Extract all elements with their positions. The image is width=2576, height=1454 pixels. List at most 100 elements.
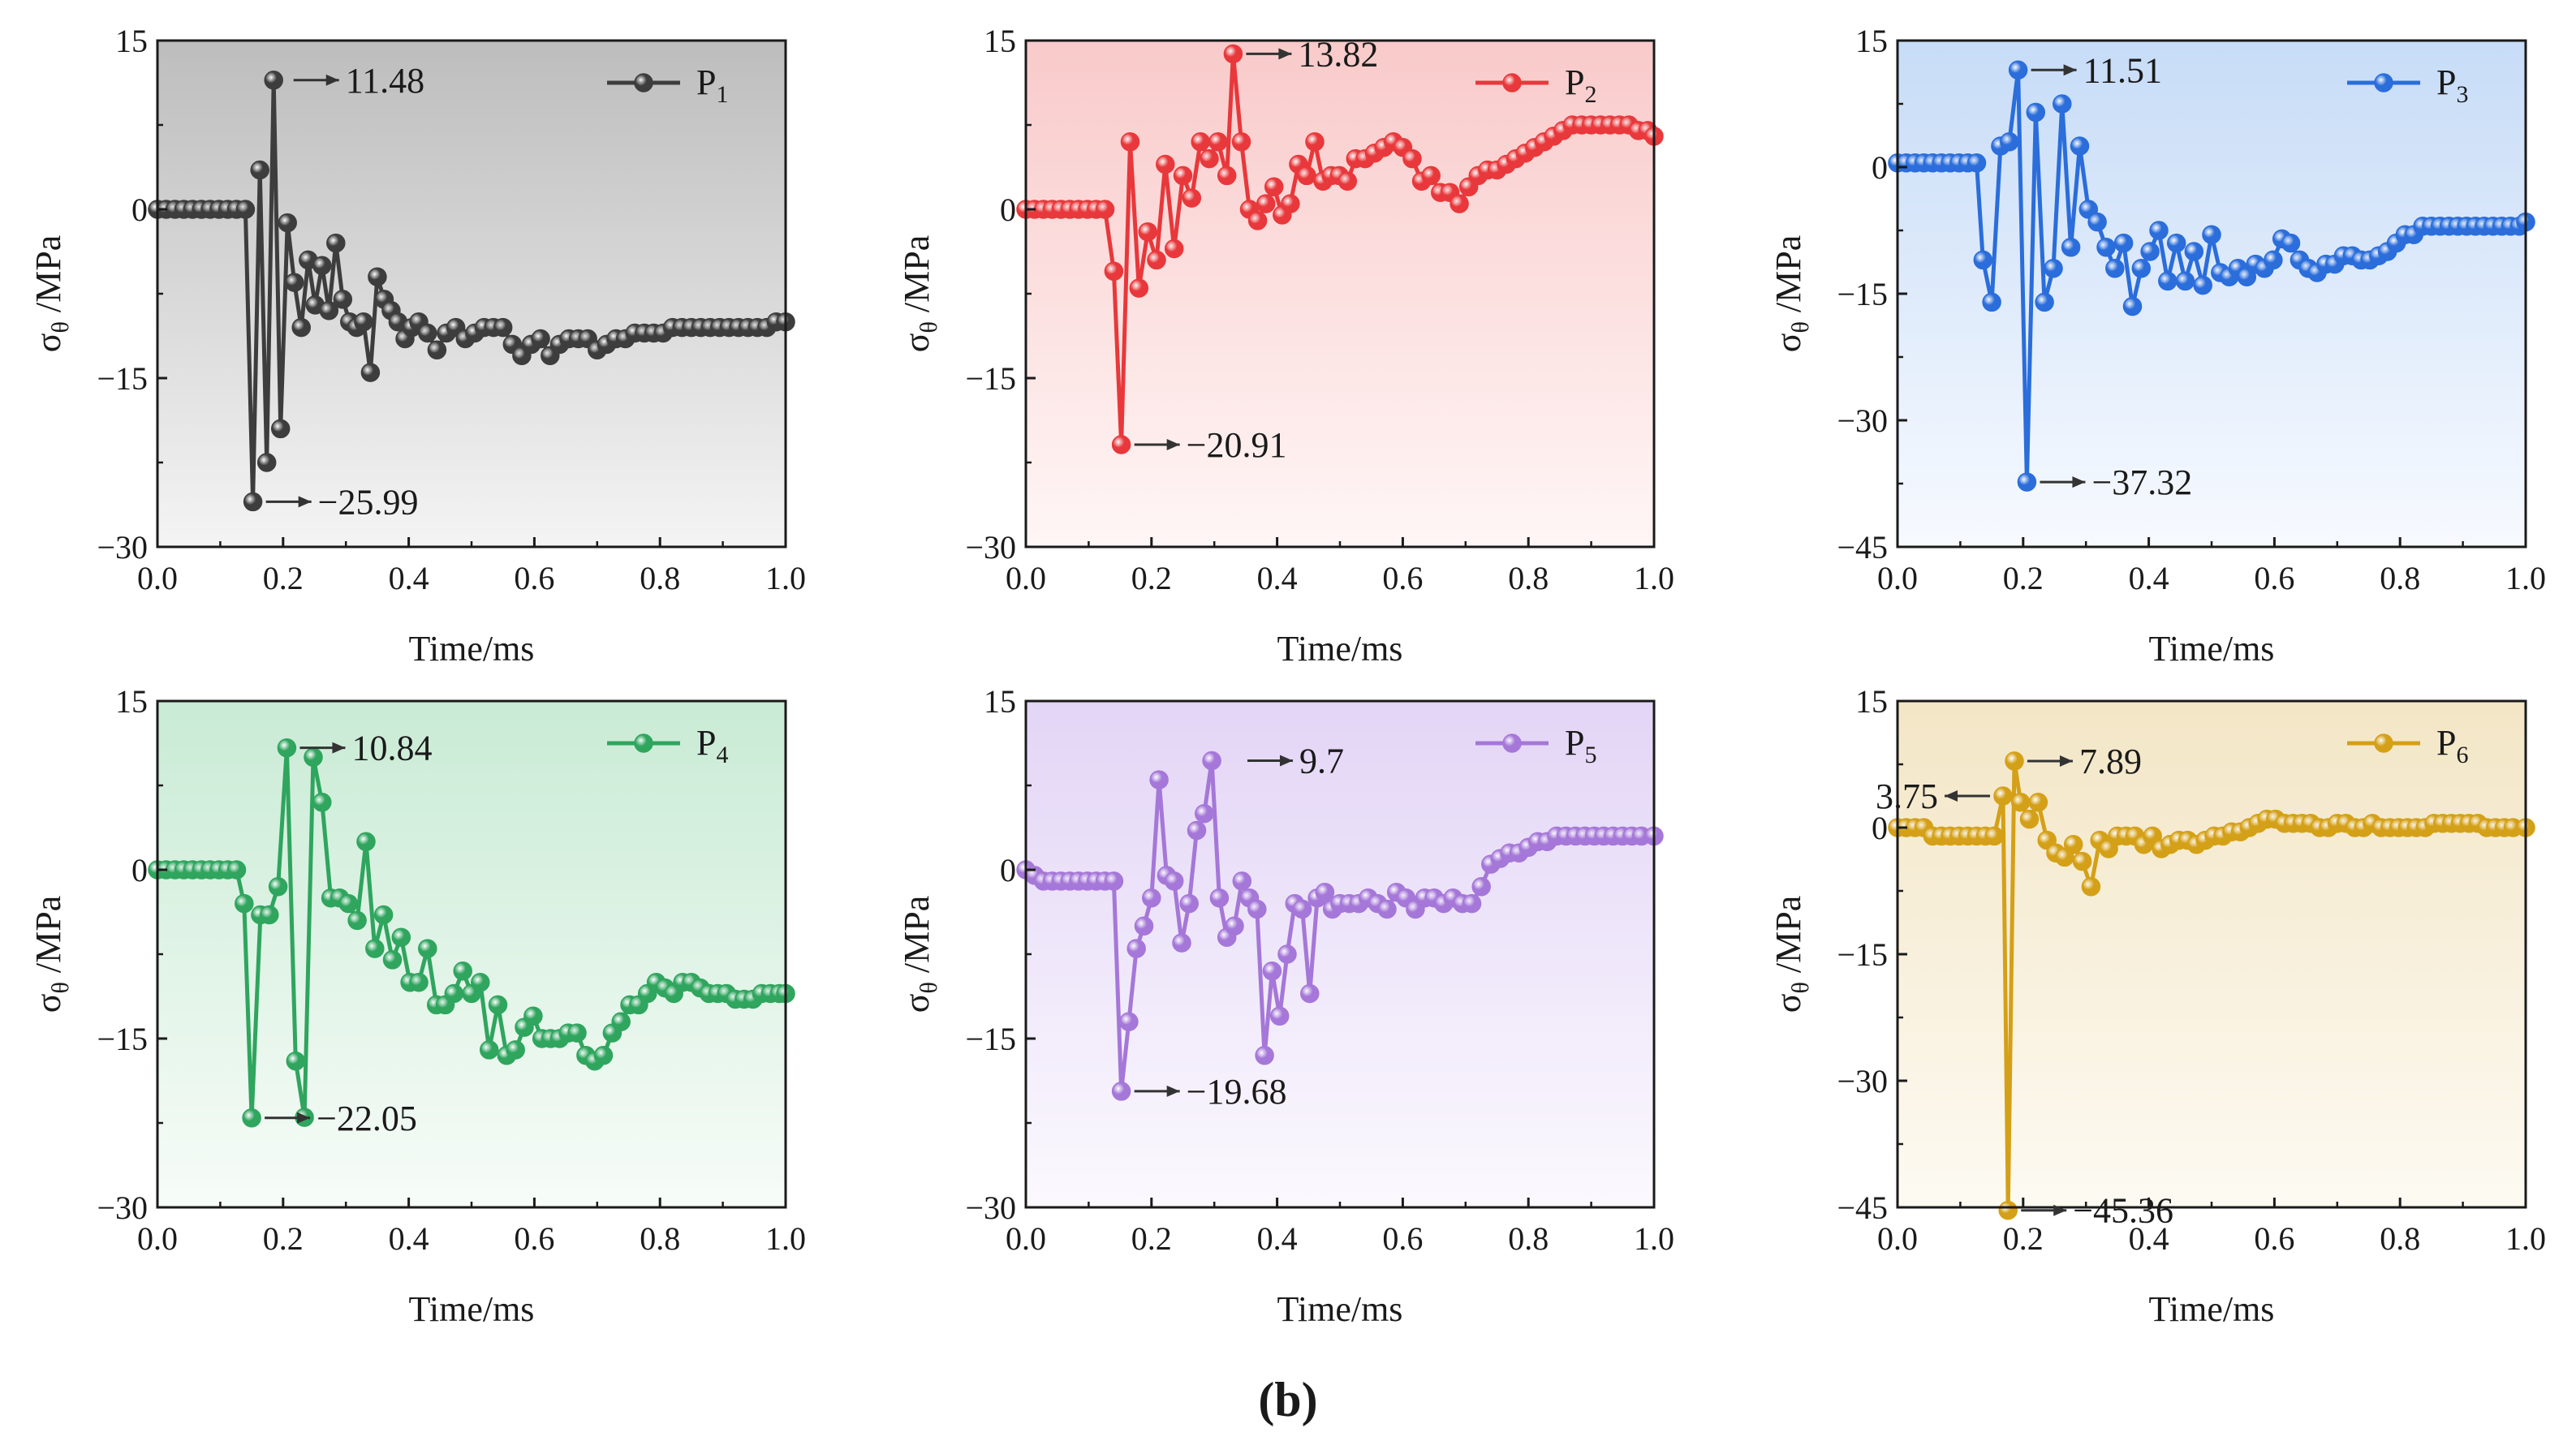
- data-point: [1450, 194, 1469, 213]
- data-point: [593, 1046, 614, 1065]
- data-point: [506, 1040, 525, 1060]
- data-point: [1421, 166, 1441, 186]
- data-point: [2019, 809, 2040, 829]
- data-label: 13.82: [1298, 34, 1378, 74]
- data-point: [373, 905, 394, 925]
- x-tick-label: 0.0: [1877, 560, 1918, 596]
- x-tick-label: 0.2: [2003, 560, 2044, 596]
- data-point: [242, 1108, 261, 1128]
- data-point: [368, 267, 387, 286]
- y-tick-label: −45: [1837, 529, 1888, 566]
- annotation-arrowhead: [2059, 755, 2073, 767]
- x-tick-label: 0.4: [1257, 560, 1298, 596]
- data-point: [333, 290, 353, 309]
- data-point: [235, 200, 256, 219]
- data-point: [2149, 221, 2169, 240]
- data-point: [1247, 899, 1267, 919]
- annotation-arrowhead: [2063, 64, 2077, 76]
- data-point: [531, 329, 550, 349]
- data-point: [1256, 194, 1276, 213]
- x-tick-label: 0.4: [2129, 1220, 2169, 1257]
- data-point: [2193, 275, 2212, 295]
- x-tick-label: 1.0: [765, 1220, 806, 1257]
- y-tick-label: −15: [1837, 936, 1888, 973]
- data-point: [2035, 292, 2054, 312]
- x-tick-label: 0.6: [514, 1220, 554, 1257]
- data-label: 11.48: [346, 61, 424, 101]
- data-point: [1164, 239, 1184, 259]
- data-label: 7.89: [2079, 742, 2142, 781]
- x-tick-label: 0.2: [263, 560, 304, 596]
- legend-label: P2: [1565, 62, 1596, 108]
- x-tick-label: 0.0: [137, 1220, 178, 1257]
- y-tick-label: −15: [965, 1021, 1016, 1057]
- annotation-arrowhead: [332, 742, 346, 754]
- data-point: [2072, 851, 2092, 871]
- data-point: [1255, 1046, 1274, 1065]
- chart-panel-p2: 0.0 0.2 0.4 0.6 0.8 1.0 15 0 −15 −30 Time/ms σθ /MP…: [897, 23, 1674, 669]
- data-point: [2008, 60, 2028, 80]
- data-label: 11.51: [2083, 50, 2162, 90]
- data-point: [1111, 1082, 1131, 1101]
- y-tick-label: 15: [984, 683, 1016, 720]
- data-point: [2087, 212, 2107, 232]
- data-point: [347, 910, 367, 931]
- data-point: [1147, 250, 1166, 270]
- data-point: [264, 71, 283, 90]
- y-tick-label: −30: [1837, 402, 1888, 439]
- data-point: [2026, 102, 2046, 123]
- data-point: [1126, 939, 1146, 958]
- legend-marker: [2374, 73, 2393, 92]
- data-point: [1149, 770, 1169, 789]
- x-tick-label: 0.4: [389, 1220, 429, 1257]
- annotation-arrowhead: [1166, 1085, 1180, 1097]
- data-point: [418, 939, 437, 958]
- x-tick-label: 0.2: [1131, 560, 1172, 596]
- data-point: [1338, 171, 1358, 191]
- data-point: [1966, 153, 1987, 173]
- x-tick-label: 0.8: [640, 1220, 680, 1257]
- data-point: [391, 927, 411, 947]
- data-point: [444, 983, 464, 1004]
- data-point: [1269, 1006, 1290, 1026]
- data-point: [479, 1040, 499, 1060]
- data-point: [1982, 292, 2001, 312]
- annotation-arrowhead: [1278, 48, 1292, 60]
- y-tick-label: −15: [965, 360, 1016, 397]
- annotation-arrowhead: [2053, 1204, 2067, 1216]
- data-point: [226, 860, 247, 880]
- x-axis-label: Time/ms: [2149, 1289, 2275, 1329]
- data-point: [1209, 888, 1230, 908]
- x-tick-label: 0.8: [1508, 560, 1549, 596]
- data-point: [1232, 871, 1252, 891]
- data-point: [1217, 166, 1237, 186]
- data-point: [278, 213, 297, 233]
- data-point: [2096, 238, 2116, 257]
- x-tick-label: 0.4: [1257, 1220, 1298, 1257]
- data-point: [1984, 826, 2004, 846]
- x-axis-label: Time/ms: [1277, 629, 1403, 669]
- data-point: [243, 492, 263, 512]
- legend-label: P1: [696, 62, 728, 108]
- data-point: [365, 939, 385, 958]
- y-axis-label: σθ /MPa: [897, 896, 942, 1013]
- y-tick-label: −15: [97, 1021, 148, 1057]
- data-point: [1471, 877, 1491, 897]
- data-point: [1120, 132, 1140, 152]
- data-point: [1292, 899, 1312, 919]
- data-point: [2063, 835, 2083, 854]
- annotation-arrowhead: [297, 1112, 311, 1124]
- data-point: [2010, 793, 2031, 812]
- data-point: [270, 419, 291, 439]
- data-point: [256, 453, 277, 472]
- data-point: [1182, 188, 1202, 208]
- data-point: [2158, 271, 2178, 291]
- data-point: [1277, 944, 1297, 964]
- data-point: [1191, 132, 1210, 152]
- x-tick-label: 0.0: [137, 560, 178, 596]
- y-tick-label: 15: [115, 683, 148, 720]
- y-tick-label: −30: [97, 529, 148, 566]
- x-tick-label: 0.0: [1006, 1220, 1046, 1257]
- legend-marker: [2374, 733, 2393, 753]
- x-tick-label: 0.8: [2380, 1220, 2420, 1257]
